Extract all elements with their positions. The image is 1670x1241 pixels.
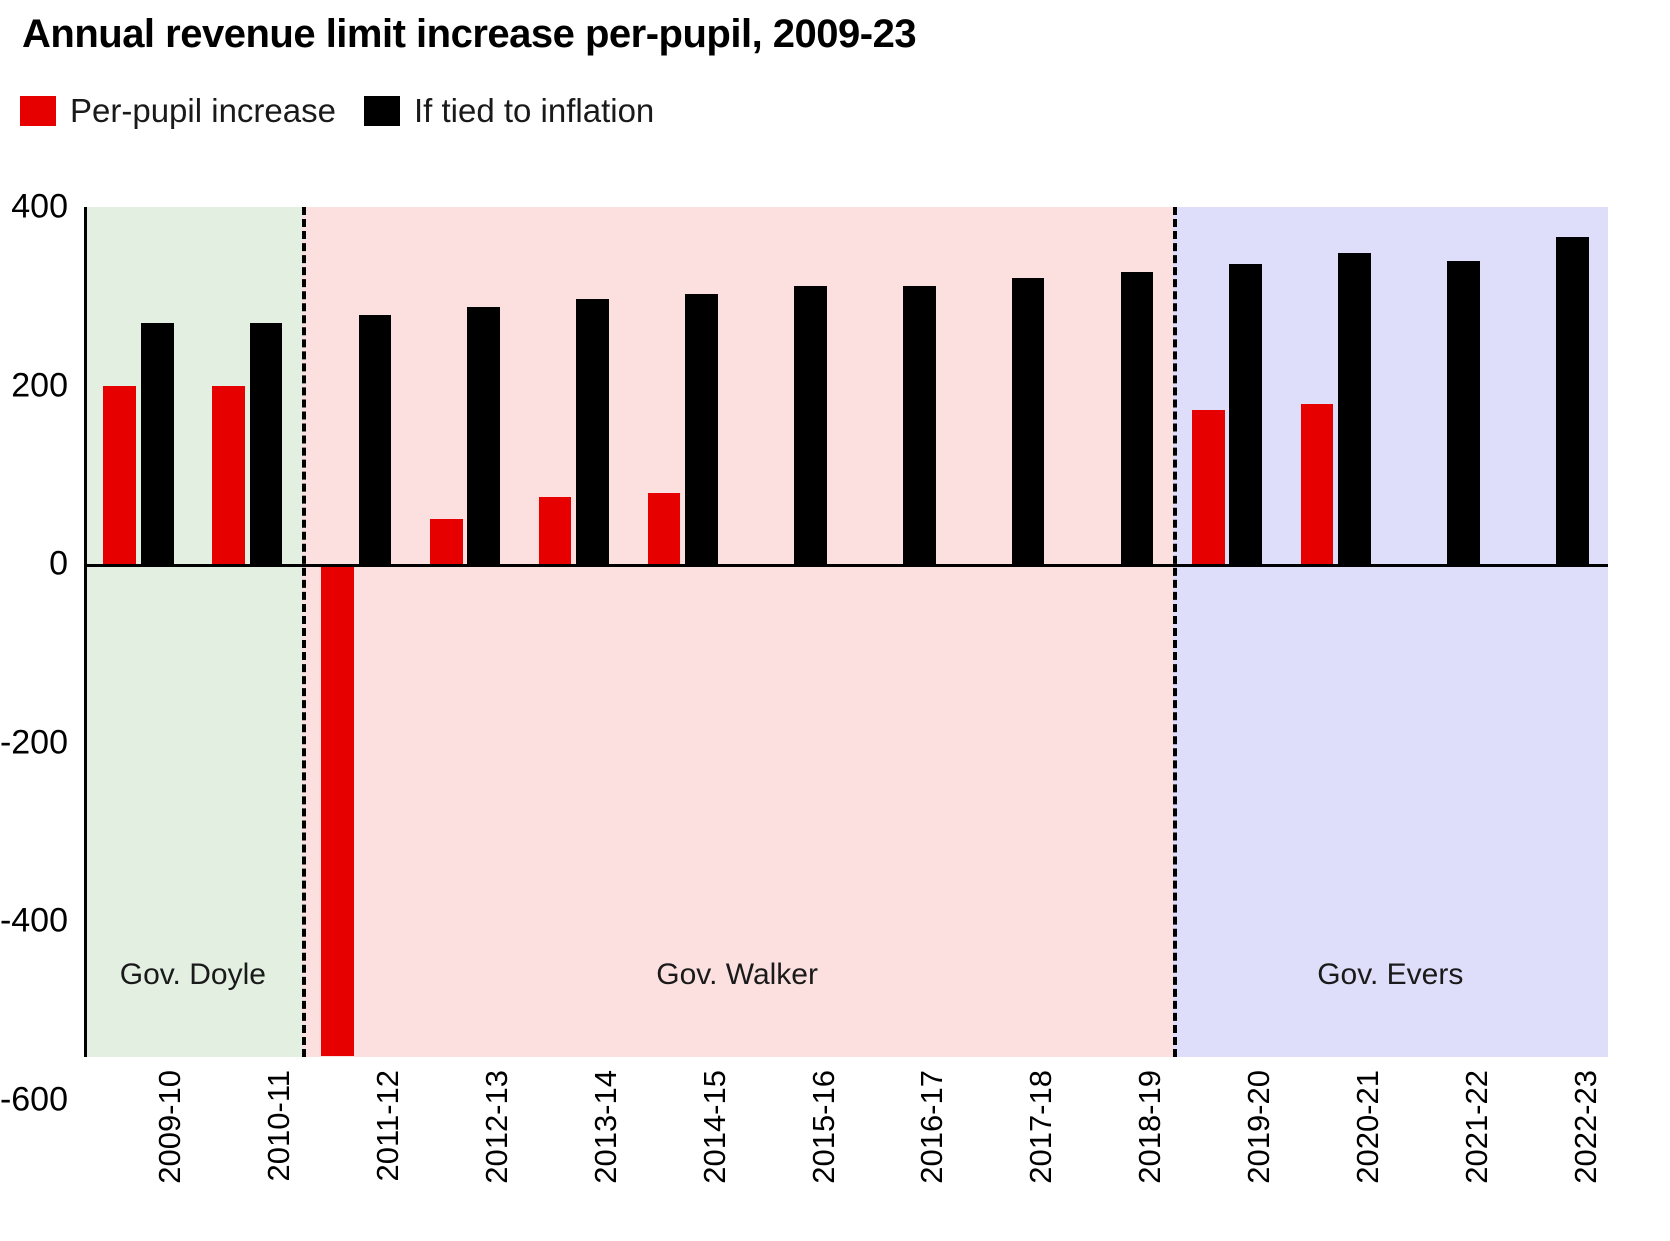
- governor-divider: [301, 207, 306, 1057]
- y-axis-tick-label: -200: [0, 723, 68, 761]
- bar-2015-16-if-tied-to-inflation: [794, 286, 827, 564]
- chart-title: Annual revenue limit increase per-pupil,…: [22, 12, 917, 56]
- bar-2020-21-if-tied-to-inflation: [1338, 253, 1371, 564]
- x-axis-tick-label: 2017-18: [1023, 1070, 1059, 1184]
- zero-baseline: [84, 564, 1608, 567]
- x-axis-tick-label: 2012-13: [479, 1070, 514, 1184]
- bar-2018-19-if-tied-to-inflation: [1120, 272, 1154, 564]
- x-axis-tick-label: 2013-14: [587, 1070, 623, 1184]
- legend-item-if-tied-to-inflation: If tied to inflation: [363, 92, 655, 130]
- legend-item-per-pupil-increase: Per-pupil increase: [20, 92, 336, 130]
- bar-2010-11-per-pupil-increase: [212, 385, 245, 564]
- bar-2013-14-per-pupil-increase: [538, 497, 572, 564]
- x-axis-tick-label: 2018-19: [1132, 1070, 1168, 1184]
- y-axis-tick-label: -600: [0, 1080, 68, 1118]
- bar-2021-22-if-tied-to-inflation: [1447, 261, 1480, 564]
- governor-label-gov-evers: Gov. Evers: [1317, 958, 1464, 991]
- bar-2020-21-per-pupil-increase: [1300, 404, 1334, 564]
- bar-2012-13-per-pupil-increase: [429, 519, 463, 564]
- plot-area: [84, 207, 1608, 1057]
- governor-label-gov-walker: Gov. Walker: [656, 958, 818, 991]
- x-axis-tick-label: 2010-11: [261, 1070, 297, 1182]
- bar-2013-14-if-tied-to-inflation: [576, 298, 609, 564]
- governor-divider: [1172, 207, 1177, 1057]
- x-axis-tick-label: 2015-16: [805, 1070, 841, 1184]
- x-axis-tick-label: 2009-10: [152, 1070, 188, 1184]
- x-axis-tick-label: 2021-22: [1458, 1070, 1494, 1184]
- x-axis-tick-label: 2022-23: [1567, 1070, 1603, 1184]
- bar-2014-15-per-pupil-increase: [647, 492, 681, 564]
- bar-2011-12-if-tied-to-inflation: [358, 314, 392, 564]
- x-axis-tick-label: 2020-21: [1349, 1070, 1385, 1184]
- bar-2019-20-per-pupil-increase: [1191, 410, 1225, 564]
- chart-legend: Per-pupil increase If tied to inflation: [20, 92, 654, 130]
- bar-2012-13-if-tied-to-inflation: [467, 306, 501, 564]
- x-axis-tick-label: 2016-17: [914, 1070, 950, 1184]
- bar-2014-15-if-tied-to-inflation: [685, 293, 718, 564]
- legend-label-per-pupil-increase: Per-pupil increase: [70, 92, 336, 129]
- x-axis-tick-label: 2014-15: [696, 1070, 732, 1184]
- x-axis-tick-label: 2011-12: [370, 1070, 406, 1182]
- black-square-swatch: [363, 96, 400, 126]
- bar-2019-20-if-tied-to-inflation: [1229, 264, 1263, 564]
- bar-2010-11-if-tied-to-inflation: [249, 323, 283, 564]
- y-axis-tick-label: -400: [0, 901, 68, 940]
- bar-2022-23-if-tied-to-inflation: [1556, 237, 1589, 564]
- legend-label-if-tied-to-inflation: If tied to inflation: [413, 92, 655, 129]
- bar-2009-10-per-pupil-increase: [103, 385, 136, 564]
- y-axis-line: [84, 207, 87, 1057]
- bar-2011-12-per-pupil-increase: [321, 564, 354, 1056]
- governor-label-gov-doyle: Gov. Doyle: [119, 958, 266, 991]
- y-axis-tick-label: 400: [11, 187, 68, 226]
- y-axis-tick-label: 200: [11, 366, 68, 404]
- bar-2016-17-if-tied-to-inflation: [902, 286, 936, 564]
- bar-2017-18-if-tied-to-inflation: [1011, 278, 1045, 564]
- bar-2009-10-if-tied-to-inflation: [140, 323, 174, 564]
- x-axis-tick-label: 2019-20: [1241, 1070, 1276, 1184]
- red-square-swatch: [20, 96, 56, 126]
- y-axis-tick-label: 0: [49, 544, 68, 583]
